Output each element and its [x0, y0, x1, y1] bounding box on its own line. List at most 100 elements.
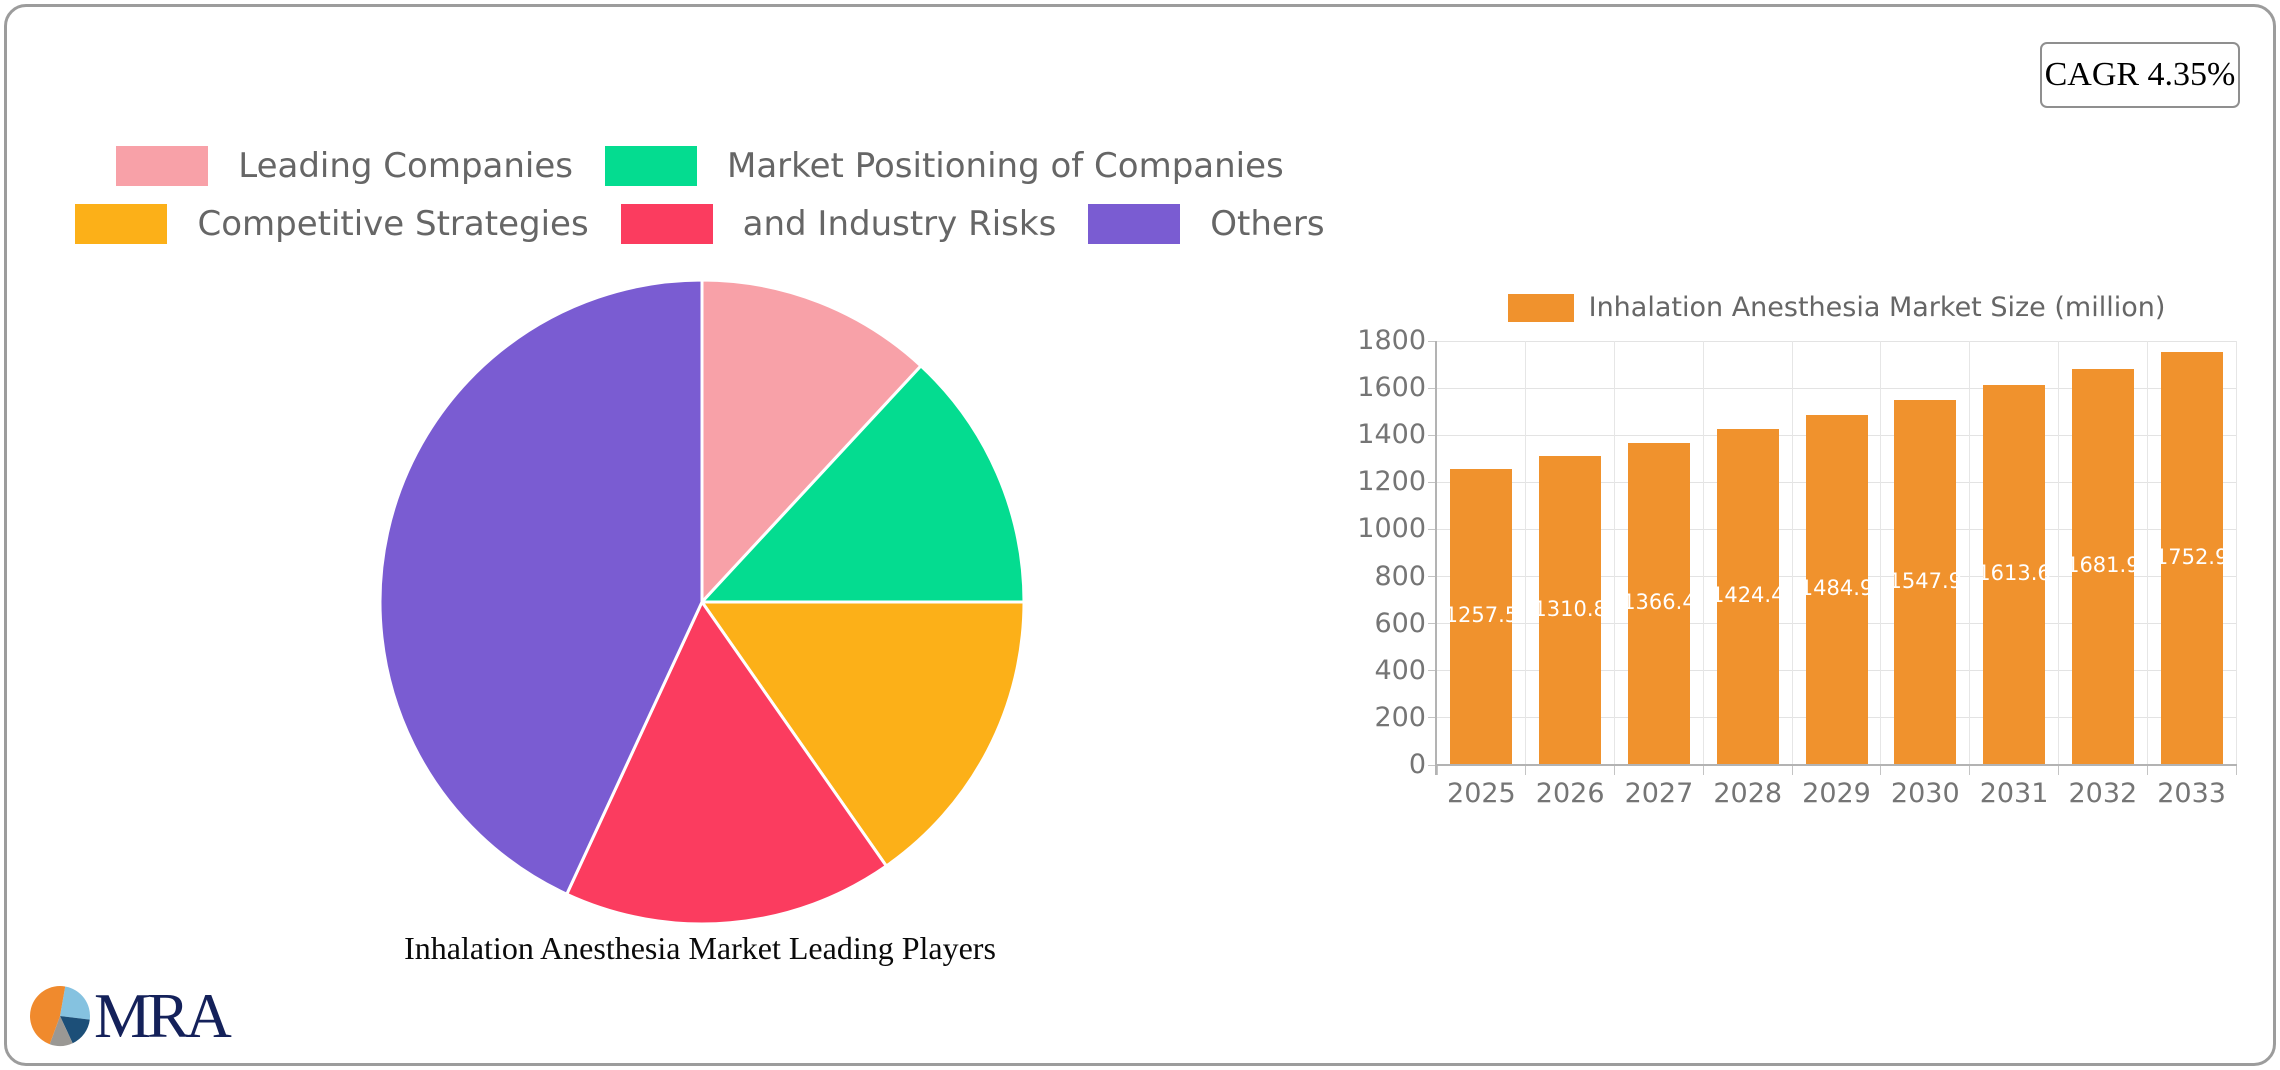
y-axis-label: 1400	[1357, 419, 1426, 451]
y-axis-label: 200	[1374, 701, 1426, 733]
legend-label: and Industry Risks	[742, 204, 1057, 244]
bar	[1805, 415, 1868, 765]
x-axis-label: 2032	[2068, 778, 2138, 809]
x-axis-label: 2030	[1890, 778, 1960, 809]
legend-item: and Industry Risks	[620, 204, 1057, 244]
logo-pie-slice	[60, 1016, 90, 1044]
pie-slice	[700, 364, 1026, 604]
y-axis-label: 1200	[1357, 466, 1426, 498]
bar	[2071, 368, 2134, 765]
y-axis-tick	[1428, 670, 1436, 672]
y-axis-tick	[1428, 623, 1436, 625]
bar-value-label: 1752.9	[2154, 544, 2229, 569]
bar-value-label: 1424.4	[1710, 583, 1785, 608]
cagr-badge-label: CAGR 4.35%	[2044, 56, 2236, 93]
gridline-vertical	[1614, 341, 1616, 765]
x-axis-label: 2033	[2157, 778, 2226, 809]
bar-legend-label: Inhalation Anesthesia Market Size (milli…	[1588, 292, 2166, 323]
bar	[1716, 429, 1779, 765]
x-axis-tick	[1614, 766, 1616, 775]
x-axis-label: 2028	[1713, 778, 1783, 809]
x-axis-tick	[1880, 766, 1882, 775]
gridline-vertical	[1702, 341, 1704, 765]
bar-value-label: 1613.6	[1977, 560, 2051, 585]
logo-pie-slice	[49, 1016, 73, 1046]
logo-pie-icon	[29, 986, 90, 1046]
y-axis-label: 1000	[1357, 513, 1426, 545]
x-axis-tick	[1969, 766, 1971, 775]
pie-legend-row: Leading Companies Market Positioning of C…	[0, 146, 1400, 186]
y-axis-tick	[1428, 764, 1436, 766]
y-axis-tick	[1428, 434, 1436, 436]
bar-value-label: 1681.9	[2066, 552, 2140, 577]
bar-value-label: 1310.8	[1533, 596, 1607, 621]
gridline-vertical	[1969, 341, 1971, 765]
x-axis-tick	[1702, 766, 1704, 775]
legend-swatch	[116, 146, 209, 186]
pie-slice	[700, 278, 923, 604]
x-axis-tick	[2057, 766, 2059, 775]
brand-logo: MRA	[28, 980, 232, 1051]
legend-item: Market Positioning of Companies	[605, 146, 1284, 186]
bar-value-label: 1257.5	[1444, 602, 1519, 627]
gridline-vertical	[1525, 341, 1527, 765]
y-axis-label: 1800	[1357, 325, 1426, 356]
bar-legend-swatch	[1507, 293, 1574, 322]
x-axis-line	[1437, 764, 2237, 766]
bar-value-label: 1366.4	[1622, 590, 1696, 615]
logo-pie-slice	[29, 986, 66, 1045]
legend-label: Market Positioning of Companies	[727, 146, 1284, 186]
legend-swatch	[75, 204, 168, 244]
gridline-horizontal	[1437, 340, 2236, 342]
y-axis-tick	[1428, 576, 1436, 578]
bar	[1894, 400, 1957, 765]
y-axis-label: 600	[1374, 607, 1426, 639]
gridline-vertical	[1880, 341, 1882, 765]
y-axis-label: 1600	[1357, 372, 1426, 404]
bar-value-label: 1547.9	[1888, 568, 1963, 593]
y-axis-label: 0	[1408, 749, 1426, 780]
gridline-vertical	[2057, 341, 2059, 765]
bar-chart-plot-area: 1257.5 1310.8 1366.4 1424.4 1484.9 1547.9 1613…	[1437, 340, 2237, 765]
bar-value-label: 1484.9	[1799, 576, 1874, 601]
bar	[2160, 352, 2223, 765]
pie-legend: Leading Companies Market Positioning of C…	[0, 146, 1400, 262]
bar	[1450, 468, 1513, 765]
x-axis-tick	[1791, 766, 1793, 775]
bar	[1983, 384, 2046, 765]
legend-swatch	[1088, 204, 1181, 244]
x-axis-label: 2027	[1624, 778, 1694, 809]
gridline-vertical	[1791, 341, 1793, 765]
legend-swatch	[605, 146, 698, 186]
legend-label: Others	[1210, 204, 1325, 244]
y-axis-tick	[1428, 387, 1436, 389]
gridline-vertical	[2235, 341, 2237, 765]
bar	[1627, 443, 1690, 765]
y-axis-tick	[1428, 528, 1436, 530]
x-axis-label: 2025	[1447, 778, 1516, 809]
legend-item: Competitive Strategies	[75, 204, 589, 244]
legend-label: Competitive Strategies	[197, 204, 589, 244]
y-axis-tick	[1428, 340, 1436, 342]
pie-chart-title: Inhalation Anesthesia Market Leading Pla…	[404, 930, 996, 966]
y-axis-line	[1435, 341, 1437, 775]
legend-label: Leading Companies	[238, 146, 574, 186]
x-axis-tick	[2146, 766, 2148, 775]
x-axis-tick	[2235, 766, 2237, 775]
logo-pie-slice	[60, 986, 90, 1020]
logo-text: MRA	[94, 980, 232, 1051]
x-axis-label: 2026	[1535, 778, 1605, 809]
x-axis-tick	[1436, 766, 1438, 775]
y-axis-tick	[1428, 481, 1436, 483]
pie-chart-svg	[378, 278, 1026, 926]
pie-slice	[700, 600, 1026, 868]
cagr-badge: CAGR 4.35%	[2040, 42, 2240, 108]
pie-slice	[565, 600, 888, 926]
x-axis-tick	[1525, 766, 1527, 775]
bar	[1539, 456, 1602, 765]
x-axis-label: 2031	[1979, 778, 2049, 809]
pie-legend-row: Competitive Strategies and Industry Risks…	[0, 204, 1400, 244]
x-axis-label: 2029	[1802, 778, 1871, 809]
legend-item: Leading Companies	[116, 146, 573, 186]
